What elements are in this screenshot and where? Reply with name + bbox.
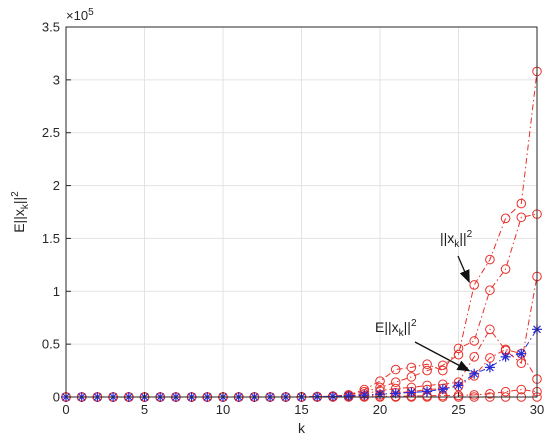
- data-point: [485, 285, 495, 296]
- series-line: [66, 71, 538, 398]
- data-point: [485, 254, 495, 265]
- x-tick-label: 10: [216, 402, 230, 417]
- x-tick-label: 5: [141, 402, 148, 417]
- data-point: [438, 365, 448, 376]
- data-point: [500, 386, 511, 397]
- y-tick-label: 1: [53, 284, 60, 299]
- asterisk-stroke: [407, 388, 416, 397]
- data-point: [390, 364, 401, 375]
- data-point: [516, 198, 527, 209]
- data-point: [453, 380, 464, 391]
- asterisk-stroke: [328, 392, 337, 401]
- asterisk-stroke: [470, 369, 479, 378]
- x-tick-label: 0: [62, 402, 69, 417]
- x-tick-label: 25: [451, 402, 465, 417]
- data-point: [422, 386, 433, 397]
- data-point: [406, 372, 417, 382]
- data-point: [453, 349, 464, 360]
- data-point: [485, 389, 495, 399]
- x-tick-label: 15: [294, 402, 308, 417]
- x-tick-label: 30: [530, 402, 544, 417]
- annotation-arrow: [414, 341, 471, 372]
- data-point: [437, 384, 448, 395]
- data-point: [485, 324, 495, 335]
- asterisk-stroke: [438, 385, 447, 394]
- data-point: [500, 351, 511, 362]
- y-ticks: 0 0.5 1 1.5 2 2.5 3 3.5: [42, 20, 71, 405]
- data-point: [390, 388, 401, 399]
- asterisk-stroke: [485, 363, 494, 372]
- data-point: [422, 359, 432, 370]
- asterisk-stroke: [501, 352, 510, 361]
- data-point: [406, 362, 417, 373]
- data-point: [406, 387, 417, 398]
- y-tick-label: 1.5: [42, 231, 60, 246]
- data-point: [469, 336, 480, 346]
- asterisk-stroke: [344, 392, 353, 400]
- annotation-label: E||xk||2: [375, 318, 417, 339]
- data-point: [484, 362, 495, 373]
- y-tick-label: 2: [53, 178, 60, 193]
- y-exponent-label: ×105: [66, 7, 94, 23]
- data-point: [390, 377, 401, 388]
- data-point: [485, 353, 495, 363]
- data-point: [453, 343, 464, 354]
- y-tick-label: 0.5: [42, 337, 60, 352]
- data-point: [469, 280, 480, 290]
- data-point: [375, 376, 385, 386]
- asterisk-stroke: [454, 381, 463, 390]
- data-point: [343, 390, 354, 401]
- grid: [65, 26, 538, 398]
- data-point: [516, 358, 527, 368]
- data-point: [327, 391, 338, 402]
- data-point: [516, 384, 527, 395]
- y-tick-label: 3: [53, 72, 60, 87]
- y-tick-label: 0: [53, 390, 60, 405]
- data-point: [516, 212, 527, 223]
- x-tick-label: 20: [373, 402, 387, 417]
- data-point: [469, 352, 480, 362]
- annotation-label: ||xk||2: [440, 229, 473, 250]
- asterisk-stroke: [391, 389, 400, 398]
- y-axis-label: E||xk||2: [10, 191, 31, 233]
- data-point: [516, 348, 527, 359]
- asterisk-stroke: [517, 349, 526, 358]
- data-point: [500, 264, 511, 274]
- y-tick-label: 3.5: [42, 20, 60, 35]
- asterisk-stroke: [423, 387, 432, 396]
- annotation-arrow: [457, 255, 470, 284]
- data-point: [359, 390, 370, 401]
- y-tick-label: 2.5: [42, 125, 60, 140]
- x-axis-label: k: [298, 420, 306, 436]
- x-ticks: 0 5 10 15 20 25 30: [62, 392, 544, 417]
- data-point: [500, 213, 511, 224]
- annotations: ||xk||2 E||xk||2: [375, 229, 473, 372]
- data-point: [422, 365, 432, 376]
- data-point: [469, 368, 480, 379]
